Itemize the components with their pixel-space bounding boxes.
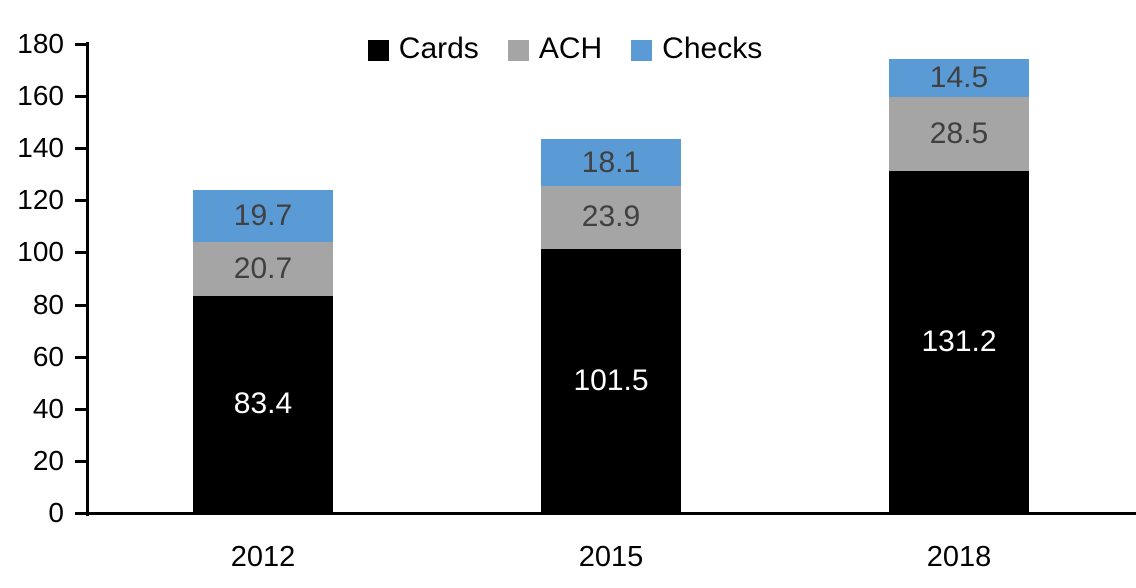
bar-value-label: 19.7 xyxy=(233,199,293,233)
bar-value-label: 28.5 xyxy=(929,117,989,151)
y-axis-tick xyxy=(75,512,86,515)
bar-segment-checks: 18.1 xyxy=(541,139,681,187)
x-axis-category-label: 2015 xyxy=(578,541,644,573)
x-axis-category-label: 2012 xyxy=(230,541,296,573)
y-axis-tick-label: 0 xyxy=(48,497,64,528)
legend-item-ach: ACH xyxy=(507,32,603,65)
bar-segment-cards: 101.5 xyxy=(541,248,681,513)
bar-segment-ach: 20.7 xyxy=(193,241,333,296)
y-axis-tick xyxy=(75,355,86,359)
legend-swatch-icon xyxy=(367,39,389,61)
y-axis-tick-label: 160 xyxy=(17,80,64,112)
y-axis-tick-label: 80 xyxy=(32,288,64,320)
y-axis-tick-label: 180 xyxy=(17,28,64,59)
y-axis-tick xyxy=(75,459,86,463)
y-axis-tick xyxy=(75,303,86,307)
x-axis-line xyxy=(86,512,1136,515)
y-axis-tick-label: 120 xyxy=(17,184,64,216)
y-axis-tick xyxy=(75,407,86,411)
legend-item-checks: Checks xyxy=(631,34,762,64)
y-axis-tick-label: 40 xyxy=(32,392,64,424)
bar-segment-checks: 19.7 xyxy=(193,190,333,242)
legend-item-cards: Cards xyxy=(367,32,479,65)
bar-segment-cards: 83.4 xyxy=(193,295,333,513)
y-axis-tick xyxy=(75,95,86,99)
y-axis-tick-label: 60 xyxy=(32,340,64,372)
legend-label: ACH xyxy=(538,32,603,65)
legend-swatch-icon xyxy=(631,39,653,61)
legend-label: Cards xyxy=(398,32,479,65)
bar-segment-cards: 131.2 xyxy=(889,171,1029,513)
x-axis-category-label: 2018 xyxy=(926,541,992,573)
y-axis-line xyxy=(86,42,89,516)
y-axis-tick-label: 100 xyxy=(17,236,64,268)
y-axis-tick-label: 140 xyxy=(17,132,64,164)
y-axis-tick-label: 20 xyxy=(32,444,64,476)
bar-value-label: 18.1 xyxy=(581,145,641,179)
chart-legend: Cards ACH Checks xyxy=(0,33,1130,65)
y-axis-tick xyxy=(75,199,86,203)
y-axis-tick xyxy=(75,43,86,46)
bar-segment-ach: 28.5 xyxy=(889,96,1029,172)
bar-value-label: 101.5 xyxy=(573,363,649,397)
bar-value-label: 20.7 xyxy=(233,251,293,285)
legend-label: Checks xyxy=(662,32,763,65)
y-axis-tick xyxy=(75,147,86,151)
bar-value-label: 83.4 xyxy=(233,387,293,421)
legend-swatch-icon xyxy=(507,39,529,61)
bar-value-label: 23.9 xyxy=(581,200,641,234)
bar-value-label: 14.5 xyxy=(929,60,989,94)
bar-value-label: 131.2 xyxy=(921,325,997,359)
y-axis-tick xyxy=(75,251,86,255)
bar-segment-checks: 14.5 xyxy=(889,59,1029,97)
bar-segment-ach: 23.9 xyxy=(541,186,681,249)
